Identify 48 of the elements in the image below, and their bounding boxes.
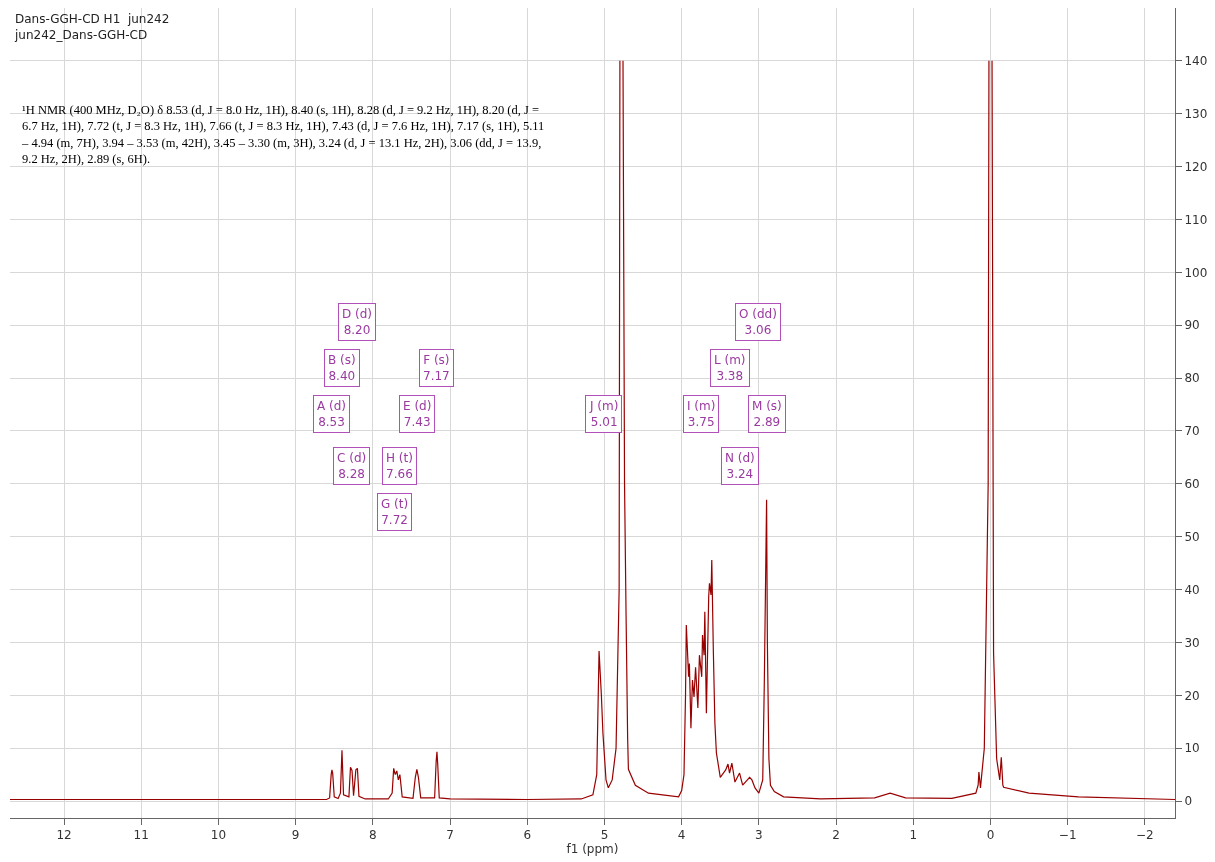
x-tick-label: 2 bbox=[832, 828, 840, 843]
y-tick-label: 40 bbox=[1184, 582, 1200, 597]
x-tick-label: 5 bbox=[600, 828, 609, 843]
annotation: O (dd) 3.06 bbox=[739, 307, 777, 337]
x-tick-label: 9 bbox=[291, 828, 300, 843]
y-tick-label: 60 bbox=[1184, 477, 1200, 492]
x-tick-label: 10 bbox=[210, 828, 227, 843]
annotation: B (s) 8.40 bbox=[328, 353, 356, 383]
x-tick-label: 1 bbox=[909, 828, 918, 843]
annotation: M (s) 2.89 bbox=[752, 399, 782, 429]
annotation: F (s) 7.17 bbox=[423, 353, 450, 383]
annotation: E (d) 7.43 bbox=[403, 399, 432, 429]
y-tick-label: 100 bbox=[1184, 265, 1208, 280]
x-tick-label: 12 bbox=[56, 828, 72, 843]
text: jun242_Dans-GGH-CD bbox=[14, 27, 148, 42]
x-tick-label: −1 bbox=[1058, 828, 1077, 843]
x-tick-label: 7 bbox=[446, 828, 454, 843]
annotation: L (m) 3.38 bbox=[714, 353, 746, 383]
y-tick-label: 30 bbox=[1184, 635, 1200, 650]
chart-title: Dans-GGH-CD H1 jun242 bbox=[15, 12, 170, 26]
x-tick-label: 6 bbox=[523, 828, 532, 843]
y-tick-label: 90 bbox=[1184, 318, 1200, 333]
annotation: ¹H NMR (400 MHz, D₂O) δ 8.53 (d, J = 8.0 Hz, 1H), 8.40 (s, 1H), 8.28 (d, J = 9.2 Hz, 1H), 8.20 (d, J = 6.7 Hz, 1H), 7.72 (t, J = 8.3 Hz, 1H), 7.66 (t, J = 8.3 Hz, 1H), 7.43 (d, J = 7.6 Hz, 1H), 7.17 (s, 1H), 5.11 – 4.94 (m, 7H), 3.94 – 3.53 (m, 42H), 3.45 – 3.30 (m, 3H), 3.24 (d, J = 13.1 Hz, 2H), 3.06 (dd, J = 13.9, 9.2 Hz, 2H), 2.89 (s, 6H). bbox=[21, 103, 545, 166]
x-axis-title: f1 (ppm) bbox=[566, 842, 619, 857]
x-tick-label: 11 bbox=[133, 828, 149, 843]
y-tick-label: 130 bbox=[1184, 106, 1208, 121]
y-tick-label: 10 bbox=[1184, 741, 1200, 756]
y-tick-label: 0 bbox=[1184, 794, 1193, 809]
annotation: H (t) 7.66 bbox=[386, 451, 413, 481]
x-tick-label: 3 bbox=[755, 828, 763, 843]
y-tick-label: 110 bbox=[1184, 212, 1208, 227]
annotation: G (t) 7.72 bbox=[381, 497, 409, 527]
y-tick-label: 70 bbox=[1184, 424, 1200, 439]
x-tick-label: 4 bbox=[677, 828, 686, 843]
y-tick-label: 50 bbox=[1184, 529, 1200, 544]
y-tick-label: 80 bbox=[1184, 371, 1200, 386]
annotation: N (d) 3.24 bbox=[725, 451, 755, 481]
annotation: J (m) 5.01 bbox=[589, 399, 619, 429]
annotation: D (d) 8.20 bbox=[342, 307, 373, 337]
x-tick-label: 0 bbox=[986, 828, 995, 843]
x-tick-label: 8 bbox=[369, 828, 377, 843]
annotation: C (d) 8.28 bbox=[337, 451, 367, 481]
y-tick-label: 20 bbox=[1184, 688, 1200, 703]
annotation: A (d) 8.53 bbox=[317, 399, 347, 429]
y-tick-label: 140 bbox=[1184, 54, 1208, 69]
annotation: I (m) 3.75 bbox=[687, 399, 716, 429]
y-tick-label: 120 bbox=[1184, 159, 1208, 174]
x-tick-label: −2 bbox=[1136, 828, 1154, 843]
